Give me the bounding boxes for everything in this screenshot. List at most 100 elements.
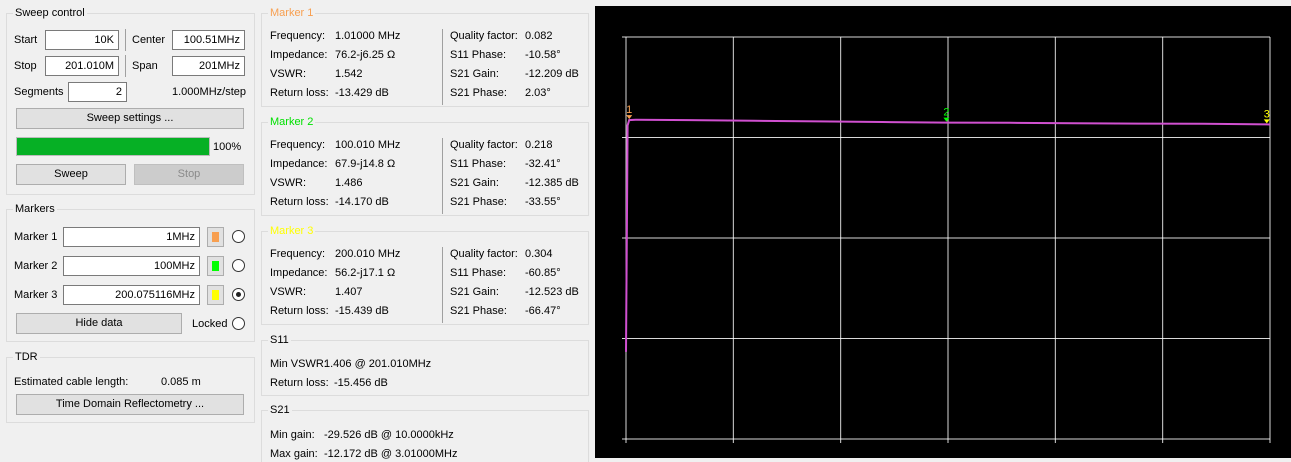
marker-2-color-swatch	[212, 261, 219, 271]
marker-1-data-separator	[442, 29, 443, 105]
locked-radio[interactable]	[232, 317, 245, 330]
marker-3-color-swatch	[212, 290, 219, 300]
marker-2-impedance: 67.9-j14.8 Ω	[335, 158, 396, 170]
marker-1-quality: 0.082	[525, 30, 553, 42]
marker-1-s21-gain: -12.209 dB	[525, 68, 579, 80]
marker-3-color-button[interactable]	[207, 285, 224, 305]
span-input[interactable]: 201MHz	[172, 56, 245, 76]
marker-1-color-swatch	[212, 232, 219, 242]
cable-length-label: Estimated cable length:	[14, 376, 129, 388]
marker-1-vswr-label: VSWR:	[270, 68, 307, 80]
marker-2-s21-gain-label: S21 Gain:	[450, 177, 499, 189]
marker-2-input[interactable]: 100MHz	[63, 256, 200, 276]
marker-3-s11-phase-label: S11 Phase:	[450, 267, 507, 279]
marker-1-label: Marker 1	[14, 231, 58, 243]
marker-3-s21-phase: -66.47°	[525, 305, 561, 317]
marker-1-return-loss: -13.429 dB	[335, 87, 389, 99]
marker-3-frequency: 200.010 MHz	[335, 248, 401, 260]
marker-2-s21-phase-label: S21 Phase:	[450, 196, 507, 208]
marker-3-vswr: 1.407	[335, 286, 363, 298]
center-input[interactable]: 100.51MHz	[172, 30, 245, 50]
marker-1-color-button[interactable]	[207, 227, 224, 247]
s21-min-gain-value: -29.526 dB @ 10.0000kHz	[324, 429, 454, 441]
tdr-button[interactable]: Time Domain Reflectometry ...	[16, 394, 244, 415]
marker-1-data-panel: Marker 1	[261, 7, 589, 107]
s21-title: S21	[268, 404, 292, 417]
marker-3-label: Marker 3	[14, 289, 58, 301]
s11-min-vswr-label: Min VSWR:	[270, 358, 327, 370]
marker-1-triangle	[626, 115, 633, 120]
marker-2-return-loss: -14.170 dB	[335, 196, 389, 208]
marker-1-radio[interactable]	[232, 230, 245, 243]
sweep-control-group: Sweep control	[6, 7, 255, 195]
chart-svg: 1 2 3	[622, 36, 1271, 443]
s11-group: S11	[261, 334, 589, 396]
marker-1-chart-label: 1	[626, 104, 632, 116]
marker-1-s11-phase-label: S11 Phase:	[450, 49, 507, 61]
progress-percent-text: 100%	[213, 141, 242, 153]
stop-input[interactable]: 201.010M	[45, 56, 119, 76]
s11-return-loss-label: Return loss:	[270, 377, 329, 389]
marker-2-quality: 0.218	[525, 139, 553, 151]
marker-3-quality: 0.304	[525, 248, 553, 260]
stop-label: Stop	[14, 60, 37, 72]
marker-2-return-loss-label: Return loss:	[270, 196, 329, 208]
cable-length-value: 0.085 m	[161, 376, 201, 388]
marker-3-s21-gain-label: S21 Gain:	[450, 286, 499, 298]
markers-title: Markers	[13, 203, 57, 216]
marker-3-data-panel: Marker 3	[261, 225, 589, 325]
marker-2-frequency: 100.010 MHz	[335, 139, 401, 151]
s11-min-vswr-value: 1.406 @ 201.010MHz	[324, 358, 432, 370]
marker-3-frequency-label: Frequency:	[270, 248, 326, 260]
marker-2-s21-gain: -12.385 dB	[525, 177, 579, 189]
marker-2-radio[interactable]	[232, 259, 245, 272]
marker-1-frequency: 1.01000 MHz	[335, 30, 401, 42]
marker-1-s21-phase-label: S21 Phase:	[450, 87, 507, 99]
s11-title: S11	[268, 334, 291, 347]
step-text: 1.000MHz/step	[172, 86, 246, 98]
stop-button[interactable]: Stop	[134, 164, 244, 185]
marker-1-data-title: Marker 1	[268, 7, 316, 20]
tdr-group: TDR	[6, 351, 255, 423]
hide-data-button[interactable]: Hide data	[16, 313, 182, 334]
marker-3-data-separator	[442, 247, 443, 323]
marker-2-s11-phase: -32.41°	[525, 158, 561, 170]
marker-2-color-button[interactable]	[207, 256, 224, 276]
s21-group: S21	[261, 404, 589, 462]
locked-label: Locked	[192, 318, 228, 330]
marker-2-chart-label: 2	[943, 107, 949, 119]
marker-1-impedance: 76.2-j6.25 Ω	[335, 49, 396, 61]
marker-2-label: Marker 2	[14, 260, 58, 272]
markers-group: Markers	[6, 203, 255, 342]
marker-3-radio[interactable]	[232, 288, 245, 301]
marker-3-s11-phase: -60.85°	[525, 267, 561, 279]
sweep-separator-1	[125, 29, 126, 51]
segments-label: Segments	[14, 86, 64, 98]
marker-2-quality-label: Quality factor:	[450, 139, 518, 151]
marker-2-s21-phase: -33.55°	[525, 196, 561, 208]
sweep-button[interactable]: Sweep	[16, 164, 126, 185]
s11-return-loss-value: -15.456 dB	[334, 377, 388, 389]
marker-3-input[interactable]: 200.075116MHz	[63, 285, 200, 305]
marker-3-triangle	[1263, 119, 1270, 124]
sweep-control-title: Sweep control	[13, 7, 87, 20]
sweep-separator-2	[125, 55, 126, 77]
marker-3-quality-label: Quality factor:	[450, 248, 518, 260]
sweep-settings-button[interactable]: Sweep settings ...	[16, 108, 244, 129]
start-input[interactable]: 10K	[45, 30, 119, 50]
marker-1-s21-gain-label: S21 Gain:	[450, 68, 499, 80]
s21-gain-chart[interactable]: 1 2 3	[595, 6, 1291, 458]
marker-3-chart-label: 3	[1264, 108, 1270, 120]
marker-2-vswr: 1.486	[335, 177, 363, 189]
start-label: Start	[14, 34, 38, 46]
marker-3-impedance: 56.2-j17.1 Ω	[335, 267, 396, 279]
marker-2-impedance-label: Impedance:	[270, 158, 328, 170]
marker-2-data-separator	[442, 138, 443, 214]
marker-2-data-title: Marker 2	[268, 116, 316, 129]
marker-1-input[interactable]: 1MHz	[63, 227, 200, 247]
marker-1-quality-label: Quality factor:	[450, 30, 518, 42]
s21-max-gain-label: Max gain:	[270, 448, 318, 460]
segments-input[interactable]: 2	[68, 82, 127, 102]
sweep-progress-fill	[17, 138, 209, 155]
marker-3-data-title: Marker 3	[268, 225, 316, 238]
